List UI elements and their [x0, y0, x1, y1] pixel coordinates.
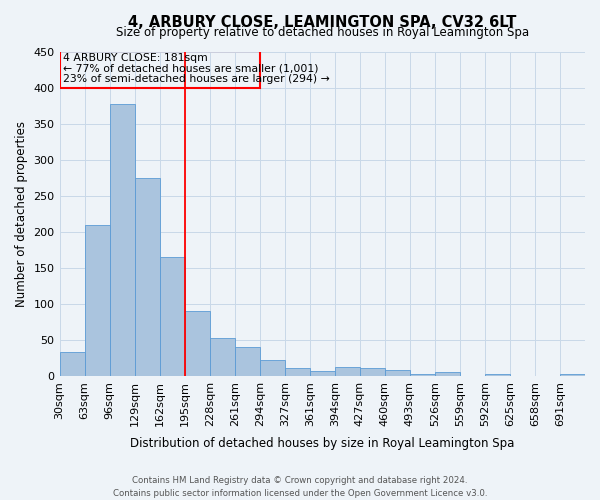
Bar	[59, 50, 260, 88]
Text: 23% of semi-detached houses are larger (294) →: 23% of semi-detached houses are larger (…	[62, 74, 329, 84]
Title: 4, ARBURY CLOSE, LEAMINGTON SPA, CV32 6LT: 4, ARBURY CLOSE, LEAMINGTON SPA, CV32 6L…	[128, 15, 517, 30]
Bar	[410, 374, 435, 376]
Bar	[110, 104, 134, 376]
Bar	[435, 372, 460, 376]
Bar	[209, 338, 235, 376]
Bar	[59, 352, 85, 376]
Text: Contains HM Land Registry data © Crown copyright and database right 2024.
Contai: Contains HM Land Registry data © Crown c…	[113, 476, 487, 498]
Bar	[260, 360, 285, 376]
Bar	[285, 368, 310, 376]
Bar	[335, 366, 360, 376]
X-axis label: Distribution of detached houses by size in Royal Leamington Spa: Distribution of detached houses by size …	[130, 437, 514, 450]
Bar	[385, 370, 410, 376]
Text: 4 ARBURY CLOSE: 181sqm: 4 ARBURY CLOSE: 181sqm	[62, 54, 208, 64]
Y-axis label: Number of detached properties: Number of detached properties	[15, 121, 28, 307]
Bar	[134, 178, 160, 376]
Bar	[160, 257, 185, 376]
Bar	[360, 368, 385, 376]
Bar	[185, 311, 209, 376]
Bar	[560, 374, 585, 376]
Bar	[235, 347, 260, 376]
Bar	[310, 371, 335, 376]
Text: ← 77% of detached houses are smaller (1,001): ← 77% of detached houses are smaller (1,…	[62, 64, 318, 74]
Text: Size of property relative to detached houses in Royal Leamington Spa: Size of property relative to detached ho…	[116, 26, 529, 39]
Bar	[485, 374, 510, 376]
Bar	[85, 224, 110, 376]
